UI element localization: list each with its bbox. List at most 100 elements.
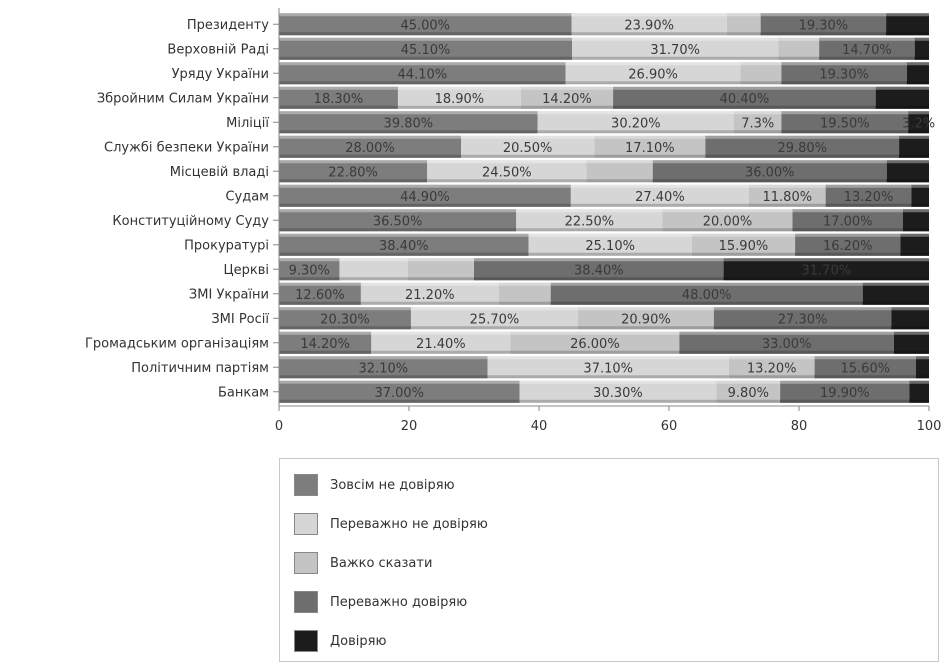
data-label: 39.80% (384, 116, 434, 131)
data-label: 7.3% (741, 116, 774, 131)
bar-segment (900, 233, 929, 256)
category-label: Громадським організаціям (85, 336, 269, 351)
data-label: 19.90% (820, 386, 870, 401)
data-label: 14.70% (842, 43, 892, 58)
data-label: 9.30% (289, 263, 330, 278)
bar-segment (571, 13, 727, 36)
bar-segment (594, 135, 706, 158)
legend-label: Довіряю (330, 633, 387, 649)
bar-segment (279, 233, 529, 256)
data-label: 18.30% (314, 92, 364, 107)
data-label: 29.80% (777, 141, 827, 156)
data-label: 22.80% (328, 165, 378, 180)
category-label: Політичним партіям (131, 361, 269, 376)
bar-segment (578, 307, 714, 330)
bar-segment (410, 307, 578, 330)
category-label: Службі безпеки України (104, 140, 269, 155)
bar-segment (728, 356, 815, 379)
data-labels-group: 45.00% 23.90% 19.30% 45.10% 31.70% 14.70% 44.1… (289, 18, 936, 401)
bar-segment (760, 13, 887, 36)
data-label: 38.40% (379, 239, 429, 254)
bar-segment (781, 62, 907, 85)
bar-segment (586, 160, 653, 183)
data-label: 27.30% (778, 312, 828, 327)
data-label: 21.20% (405, 288, 455, 303)
legend-label: Переважно не довіряю (330, 516, 488, 532)
data-label: 38.40% (574, 263, 624, 278)
bar-segment (279, 380, 520, 403)
bar-segment (360, 282, 499, 305)
data-label: 20.90% (621, 312, 671, 327)
bar-segment (862, 282, 929, 305)
bar-segment (279, 37, 573, 60)
data-label: 28.00% (345, 141, 395, 156)
data-label: 21.40% (416, 337, 466, 352)
data-label: 18.90% (435, 92, 485, 107)
data-label: 17.00% (823, 214, 873, 229)
bar-segment (519, 380, 717, 403)
legend-label: Переважно довіряю (330, 594, 468, 610)
category-label: Збройним Силам України (97, 91, 269, 106)
legend-swatch (294, 630, 318, 652)
bar-segment (279, 86, 398, 109)
bar-segment (662, 209, 793, 232)
data-label: 9.80% (728, 386, 769, 401)
x-tick-label: 80 (791, 419, 808, 434)
data-label: 40.40% (720, 92, 770, 107)
bar-segment (570, 184, 749, 207)
bar-segment (825, 184, 912, 207)
x-tick-label: 20 (401, 419, 418, 434)
bar-segment (726, 13, 761, 36)
data-label: 16.20% (823, 239, 873, 254)
bar-segment (734, 111, 782, 134)
category-label: Судам (225, 189, 269, 204)
bar-segment (371, 331, 511, 354)
data-label: 22.50% (565, 214, 615, 229)
data-label: 14.20% (542, 92, 592, 107)
data-label: 33.00% (762, 337, 812, 352)
data-label: 30.20% (611, 116, 661, 131)
bar-segment (780, 380, 910, 403)
bar-segment (891, 307, 929, 330)
bar-segment (498, 282, 551, 305)
data-label: 25.10% (585, 239, 635, 254)
legend-label: Важко сказати (330, 555, 433, 571)
data-label: 20.30% (320, 312, 370, 327)
bar-segment (279, 135, 461, 158)
data-label: 23.90% (624, 18, 674, 33)
data-label: 20.00% (703, 214, 753, 229)
legend-swatch (294, 513, 318, 535)
bar-segment (516, 209, 663, 232)
bar-segment (279, 307, 411, 330)
bar-segment (487, 356, 729, 379)
category-label: ЗМІ України (189, 287, 269, 302)
bar-segment (461, 135, 595, 158)
bar-segment (814, 356, 916, 379)
bar-segment (279, 160, 428, 183)
data-label: 36.00% (745, 165, 795, 180)
data-label: 26.00% (570, 337, 620, 352)
bar-segment (572, 37, 779, 60)
legend-swatch (294, 474, 318, 496)
bar-segment (691, 233, 796, 256)
x-tick-label: 60 (661, 419, 678, 434)
bar-segment (778, 37, 820, 60)
bar-segment (819, 37, 915, 60)
data-label: 12.60% (295, 288, 345, 303)
bar-segment (339, 258, 408, 281)
category-label: Прокуратурі (184, 238, 269, 253)
legend-item: Переважно довіряю (294, 590, 467, 614)
x-tick-label: 100 (917, 419, 942, 434)
legend-swatch (294, 591, 318, 613)
bar-segment (911, 184, 929, 207)
data-label: 44.10% (398, 67, 448, 82)
data-label: 37.10% (583, 361, 633, 376)
bar-segment (565, 62, 741, 85)
data-label: 24.50% (482, 165, 532, 180)
bar-segment (795, 233, 901, 256)
data-label: 15.60% (841, 361, 891, 376)
category-label: Церкві (224, 263, 269, 278)
legend: Зовсім не довіряю Переважно не довіряю Важ… (279, 458, 939, 662)
data-label: 48.00% (682, 288, 732, 303)
bar-segment (279, 209, 517, 232)
